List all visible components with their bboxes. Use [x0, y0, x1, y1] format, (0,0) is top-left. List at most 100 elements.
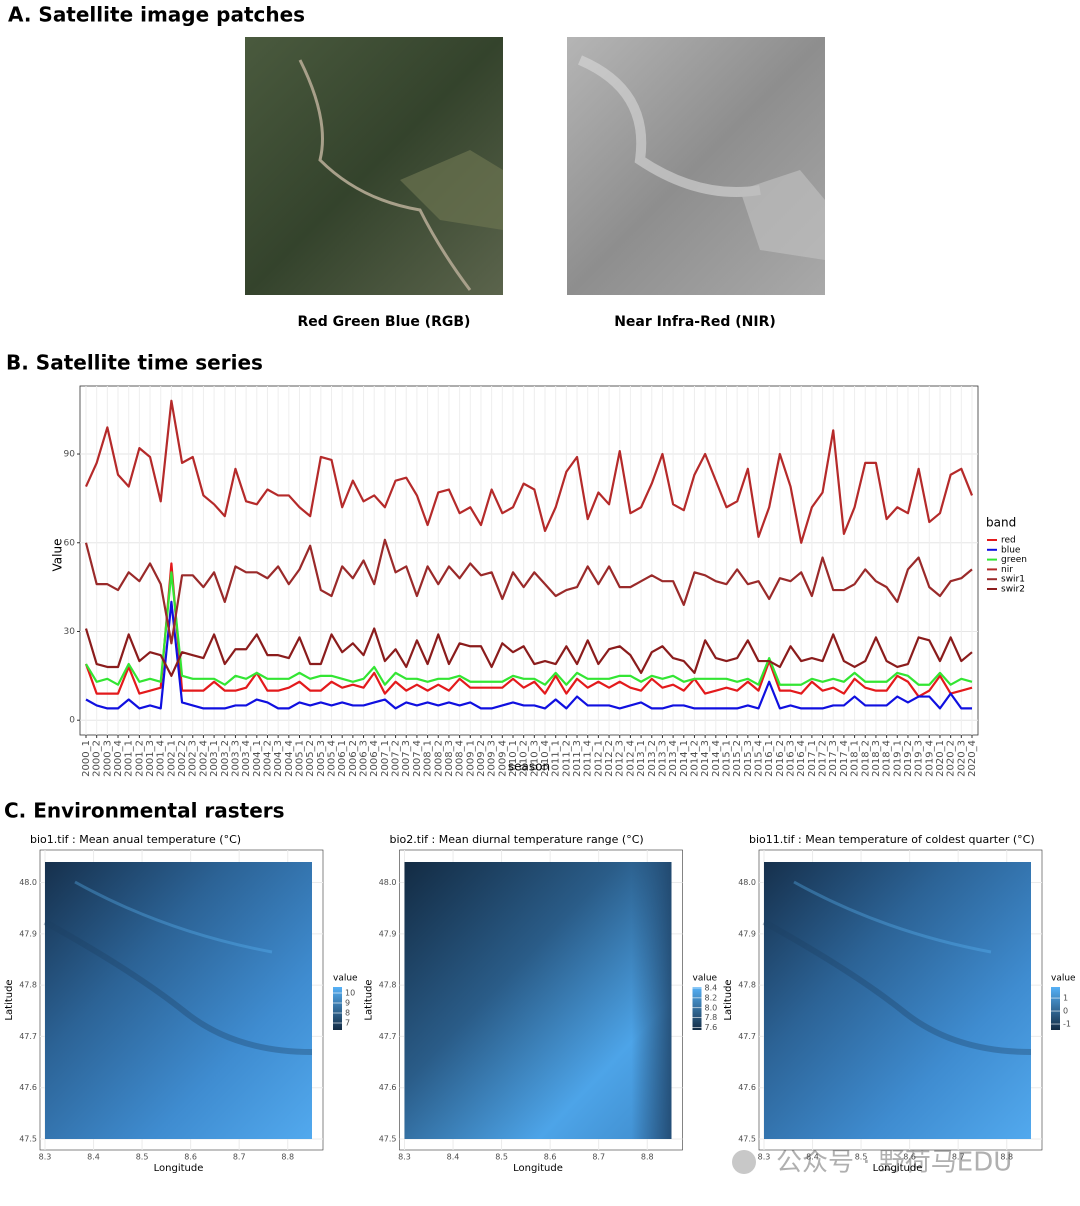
watermark-icon: [732, 1150, 756, 1174]
x-tick-label: 2006_2: [348, 740, 359, 777]
x-tick-label: 2020_2: [946, 740, 957, 777]
x-axis-label: Longitude: [873, 1163, 923, 1174]
panel-title: B. Satellite time series: [6, 351, 263, 375]
colorbar-label: 0: [1063, 1007, 1068, 1016]
x-tick-label: 2006_3: [359, 740, 370, 777]
map-title: bio2.tif : Mean diurnal temperature rang…: [390, 833, 644, 846]
field: [400, 150, 503, 230]
x-tick-label: 2019_3: [914, 740, 925, 777]
x-tick-label: 2014_1: [679, 740, 690, 777]
colorbar-label: 7: [345, 1019, 350, 1028]
x-tick-label: 2003_3: [230, 740, 241, 777]
raster: [764, 862, 1031, 1139]
colorbar-label: 8.4: [705, 983, 718, 992]
x-tick-label: 2004_1: [252, 740, 263, 777]
x-tick-label: 2003_4: [241, 740, 252, 777]
x-tick-label: 2008_1: [423, 740, 434, 777]
series-line: [84, 627, 973, 677]
x-tick-label: 8.4: [447, 1153, 460, 1162]
x-tick-label: 2016_1: [764, 740, 775, 777]
raster-texture: [793, 880, 992, 954]
x-tick-label: 2009_4: [497, 740, 508, 777]
x-tick-label: 2007_2: [391, 740, 402, 777]
x-tick-label: 2008_4: [455, 740, 466, 777]
x-tick-label: 2014_3: [700, 740, 711, 777]
colorbar-label: 7.6: [705, 1023, 718, 1032]
x-tick-label: 2015_3: [743, 740, 754, 777]
x-tick-label: 2010_2: [519, 740, 530, 777]
road: [298, 59, 472, 291]
x-tick-label: 2000_2: [92, 740, 103, 777]
x-tick-label: 2011_2: [561, 740, 572, 777]
x-tick-label: 8.8: [641, 1153, 654, 1162]
x-tick-label: 2005_2: [305, 740, 316, 777]
panel-title: C. Environmental rasters: [4, 799, 285, 823]
x-tick-label: 8.7: [952, 1153, 965, 1162]
x-tick-label: 2015_4: [754, 740, 765, 777]
x-tick-label: 2007_4: [412, 740, 423, 777]
x-tick-label: 8.8: [281, 1153, 294, 1162]
x-tick-label: 2012_3: [615, 740, 626, 777]
watermark: 公众号 · 野荷马EDU: [776, 1148, 1012, 1178]
x-tick-label: 2017_4: [839, 740, 850, 777]
colorbar-label: 7.8: [705, 1013, 718, 1022]
raster-texture: [43, 919, 313, 1055]
y-tick-label: 48.0: [379, 878, 397, 887]
image-caption: Near Infra-Red (NIR): [614, 314, 776, 330]
x-tick-label: 8.5: [136, 1153, 149, 1162]
x-tick-label: 2008_2: [433, 740, 444, 777]
legend-label: red: [1001, 536, 1016, 546]
x-tick-label: 8.6: [544, 1153, 557, 1162]
x-tick-label: 2007_3: [401, 740, 412, 777]
colorbar: [692, 987, 702, 1030]
x-tick-label: 8.5: [855, 1153, 868, 1162]
x-tick-label: 2001_2: [134, 740, 145, 777]
legend-label: swir2: [1001, 585, 1025, 595]
colorbar-label: 8.2: [705, 993, 718, 1002]
x-tick-label: 2000_4: [113, 740, 124, 777]
x-tick-label: 2019_1: [892, 740, 903, 777]
legend-label: blue: [1001, 545, 1021, 555]
x-tick-label: 2006_1: [337, 740, 348, 777]
y-tick-label: 47.7: [738, 1032, 756, 1041]
x-tick-label: 2016_4: [796, 740, 807, 777]
x-tick-label: 2002_4: [198, 740, 209, 777]
x-tick-label: 2009_3: [487, 740, 498, 777]
x-tick-label: 2011_3: [572, 740, 583, 777]
x-tick-label: 2001_4: [156, 740, 167, 777]
y-tick-label: 47.7: [19, 1032, 37, 1041]
map-title: bio11.tif : Mean temperature of coldest …: [749, 833, 1035, 846]
x-tick-label: 8.4: [87, 1153, 100, 1162]
x-tick-label: 8.3: [39, 1153, 52, 1162]
y-tick-label: 90: [64, 450, 76, 460]
x-tick-label: 2000_1: [81, 740, 92, 777]
x-tick-label: 8.3: [758, 1153, 771, 1162]
x-tick-label: 2018_3: [871, 740, 882, 777]
y-tick-label: 47.8: [19, 981, 37, 990]
plot-panel: [79, 385, 979, 736]
legend-title: value: [333, 974, 358, 984]
series-line: [85, 600, 972, 710]
series-line: [85, 571, 973, 686]
x-tick-label: 8.3: [398, 1153, 411, 1162]
y-tick-label: 47.8: [379, 981, 397, 990]
series-line: [84, 399, 974, 544]
colorbar-label: 8: [345, 1009, 350, 1018]
x-tick-label: 2020_4: [967, 740, 978, 777]
x-tick-label: 2004_3: [273, 740, 284, 777]
y-tick-label: 47.9: [738, 929, 756, 938]
x-tick-label: 2012_4: [625, 740, 636, 777]
colorbar: [333, 987, 342, 1030]
y-tick-label: 48.0: [19, 878, 37, 887]
x-tick-label: 2014_2: [689, 740, 700, 777]
x-axis-label: season: [508, 760, 550, 774]
x-tick-label: 2010_4: [540, 740, 551, 777]
y-axis-label: Latitude: [723, 979, 734, 1020]
y-tick-label: 47.6: [379, 1083, 397, 1092]
legend-title: value: [693, 974, 718, 984]
y-tick-label: 48.0: [738, 878, 756, 887]
x-tick-label: 2005_1: [294, 740, 305, 777]
x-tick-label: 2017_3: [828, 740, 839, 777]
panel-title: A. Satellite image patches: [8, 3, 305, 27]
legend-label: green: [1001, 555, 1027, 565]
